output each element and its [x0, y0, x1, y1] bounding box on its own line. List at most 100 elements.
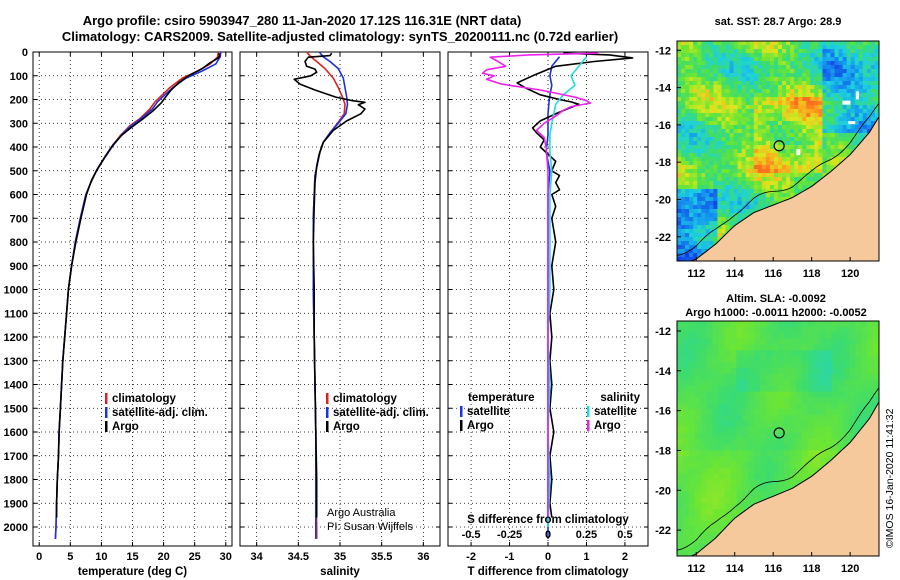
map-cell	[729, 217, 735, 222]
x-tick-label: 20	[157, 551, 169, 563]
map-cell	[677, 149, 682, 154]
map-cell	[717, 213, 723, 218]
map-cell	[858, 101, 864, 106]
map-cell	[749, 93, 755, 98]
map-cell	[773, 93, 779, 98]
map-cell	[709, 53, 714, 58]
map-cell	[843, 432, 850, 440]
map-cell	[778, 165, 783, 170]
map-cell	[773, 149, 779, 154]
map-cell	[697, 109, 702, 114]
map-cell	[790, 117, 795, 122]
map-cell	[677, 53, 682, 58]
map-cell	[745, 153, 751, 158]
map-cell	[822, 97, 828, 102]
map-cell	[697, 53, 702, 58]
map-cell	[825, 362, 833, 369]
map-cell	[713, 157, 718, 162]
map-cell	[769, 109, 775, 114]
map-cell	[689, 149, 694, 154]
map-cell	[810, 105, 815, 110]
map-cell	[798, 137, 803, 142]
map-cell	[765, 201, 771, 206]
map-cell	[825, 438, 833, 445]
map-cell	[782, 181, 787, 186]
map-cell	[858, 77, 864, 82]
map-cell	[741, 209, 747, 214]
map-cell	[713, 209, 718, 214]
map-y-tick-label: -12	[655, 326, 671, 338]
map-cell	[814, 61, 819, 66]
map-cell	[682, 362, 690, 369]
map-cell	[773, 193, 779, 198]
map-cell	[712, 520, 720, 528]
float-location-marker	[773, 427, 785, 439]
map-cell	[769, 85, 775, 90]
map-cell	[783, 326, 791, 334]
map-cell	[773, 161, 779, 166]
map-cell	[737, 125, 743, 130]
map-cell	[748, 456, 755, 463]
map-cell	[761, 65, 767, 70]
map-cell	[773, 89, 779, 94]
map-cell	[838, 117, 844, 122]
map-cell	[757, 145, 763, 150]
map-cell	[718, 526, 726, 534]
map-cell	[685, 173, 690, 178]
map-cell	[846, 117, 852, 122]
map-cell	[721, 205, 727, 210]
map-cell	[769, 185, 775, 190]
map-cell	[713, 73, 718, 78]
map-cell	[701, 125, 706, 130]
map-cell	[685, 189, 690, 194]
map-cell	[873, 344, 879, 351]
map-cell	[846, 137, 852, 142]
map-cell	[724, 444, 732, 451]
map-cell	[782, 137, 787, 142]
map-cell	[862, 113, 868, 118]
y-tick-label: 1600	[4, 427, 28, 439]
map-cell	[725, 93, 731, 98]
map-cell	[802, 133, 807, 138]
map-cell	[749, 129, 755, 134]
map-cell	[761, 109, 767, 114]
map-cell	[870, 85, 876, 90]
map-cell	[766, 432, 773, 440]
map-cell	[850, 53, 856, 58]
map-cell	[697, 65, 702, 70]
map-cell	[729, 201, 735, 206]
map-cell	[838, 129, 844, 134]
map-cell	[730, 438, 738, 445]
map-cell	[712, 350, 720, 357]
map-cell	[733, 201, 739, 206]
map-cell	[806, 65, 811, 70]
map-cell	[688, 350, 696, 357]
map-cell	[705, 229, 710, 234]
map-cell	[713, 185, 718, 190]
map-cell	[757, 109, 763, 114]
map-cell	[705, 177, 710, 182]
map-cell	[700, 415, 708, 422]
map-cell	[778, 69, 783, 74]
map-cell	[730, 509, 738, 516]
map-cell	[681, 77, 686, 82]
map-cell	[733, 205, 739, 210]
map-cell	[765, 185, 771, 190]
map-cell	[757, 97, 763, 102]
map-cell	[721, 217, 727, 222]
map-cell	[709, 117, 714, 122]
map-cell	[700, 491, 708, 498]
map-cell	[826, 93, 832, 98]
map-cell	[724, 350, 732, 357]
legend-swatch	[460, 420, 463, 431]
map-cell	[873, 373, 879, 381]
map-cell	[688, 450, 696, 457]
map-cell	[870, 89, 876, 94]
map-cell	[688, 403, 696, 410]
map-cell	[837, 379, 844, 387]
map-cell	[697, 41, 702, 46]
map-cell	[867, 350, 874, 357]
map-cell	[681, 229, 686, 234]
map-cell	[757, 193, 763, 198]
map-cell	[742, 473, 749, 481]
